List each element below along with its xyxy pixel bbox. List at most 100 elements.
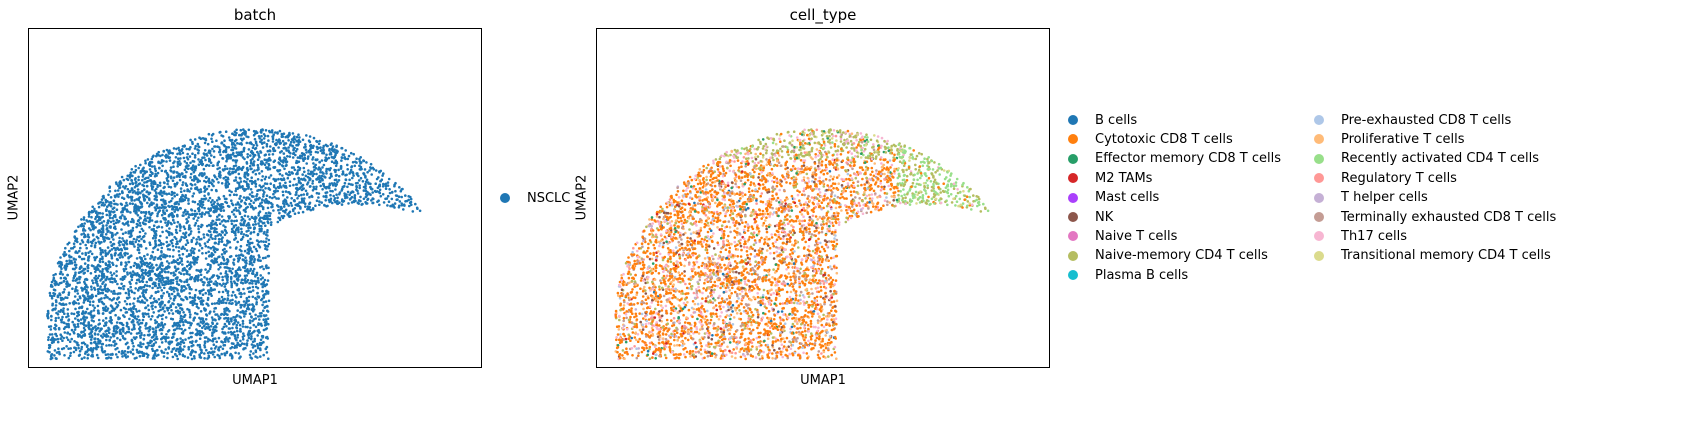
- data-point: [335, 149, 338, 152]
- data-point: [72, 350, 76, 354]
- data-point: [91, 348, 95, 352]
- data-point: [211, 227, 214, 230]
- data-point: [132, 306, 135, 309]
- data-point: [263, 134, 267, 138]
- data-point: [275, 197, 278, 200]
- data-point: [212, 260, 216, 263]
- data-point: [318, 139, 322, 143]
- data-point: [192, 217, 195, 220]
- data-point: [369, 162, 373, 166]
- data-point: [256, 158, 260, 161]
- data-point: [391, 203, 395, 207]
- data-point: [307, 139, 311, 142]
- data-point: [247, 128, 251, 132]
- data-point: [138, 216, 142, 219]
- data-point: [80, 336, 84, 339]
- data-point: [90, 293, 94, 297]
- data-point: [81, 252, 84, 255]
- data-point: [112, 326, 116, 330]
- data-point: [363, 168, 367, 171]
- data-point: [336, 196, 339, 199]
- data-point: [191, 140, 194, 144]
- data-point: [95, 235, 99, 239]
- data-point: [238, 323, 242, 327]
- data-point: [136, 315, 140, 318]
- data-point: [126, 341, 129, 345]
- data-point: [272, 192, 275, 196]
- data-point: [213, 250, 217, 254]
- data-point: [86, 258, 90, 262]
- data-point: [381, 193, 385, 196]
- data-point: [171, 244, 175, 248]
- data-point: [120, 175, 124, 179]
- data-point: [263, 141, 266, 144]
- data-point: [67, 241, 71, 245]
- data-point: [56, 313, 60, 316]
- data-point: [154, 326, 158, 329]
- data-point: [201, 293, 205, 297]
- data-point: [135, 204, 138, 208]
- data-point: [200, 246, 204, 250]
- data-point: [197, 230, 201, 234]
- data-point: [374, 169, 378, 172]
- data-point: [259, 355, 262, 358]
- data-point: [103, 350, 106, 354]
- data-point: [199, 188, 202, 191]
- data-point: [215, 257, 218, 261]
- data-point: [91, 281, 95, 285]
- data-point: [169, 166, 173, 169]
- data-point: [57, 310, 60, 313]
- data-point: [235, 283, 239, 287]
- data-point: [107, 331, 111, 335]
- data-point: [250, 161, 253, 164]
- data-point: [223, 164, 227, 168]
- data-point: [124, 261, 127, 264]
- data-point: [58, 292, 61, 295]
- data-point: [82, 216, 86, 219]
- data-point: [146, 312, 150, 316]
- data-point: [56, 337, 60, 341]
- data-point: [175, 245, 178, 249]
- data-point: [200, 330, 204, 333]
- data-point: [276, 189, 279, 193]
- data-point: [76, 292, 80, 295]
- data-point: [152, 333, 156, 337]
- data-point: [281, 216, 285, 220]
- data-point: [207, 250, 210, 254]
- data-point: [90, 341, 93, 345]
- data-point: [234, 189, 237, 193]
- data-point: [155, 263, 158, 267]
- data-point: [112, 238, 115, 241]
- data-point: [322, 163, 326, 167]
- data-point: [221, 248, 225, 252]
- data-point: [157, 309, 160, 313]
- data-point: [212, 180, 215, 183]
- data-point: [92, 265, 95, 268]
- data-point: [237, 287, 241, 291]
- data-point: [81, 294, 85, 297]
- data-point: [166, 351, 169, 355]
- data-point: [155, 320, 159, 324]
- data-point: [251, 289, 255, 292]
- data-point: [169, 271, 173, 275]
- data-point: [324, 191, 328, 195]
- data-point: [167, 300, 171, 303]
- data-point: [105, 338, 108, 342]
- data-point: [260, 170, 264, 173]
- data-point: [137, 178, 140, 182]
- data-point: [261, 189, 265, 192]
- data-point: [101, 336, 104, 339]
- data-point: [213, 226, 216, 230]
- data-point: [121, 355, 124, 358]
- data-point: [264, 244, 267, 248]
- data-point: [301, 198, 304, 202]
- data-point: [320, 159, 324, 162]
- data-point: [73, 340, 76, 343]
- data-point: [225, 306, 228, 310]
- data-point: [63, 312, 66, 316]
- data-point: [246, 153, 249, 156]
- data-point: [325, 158, 329, 161]
- data-point: [167, 282, 170, 285]
- data-point: [252, 223, 255, 226]
- data-point: [357, 174, 360, 178]
